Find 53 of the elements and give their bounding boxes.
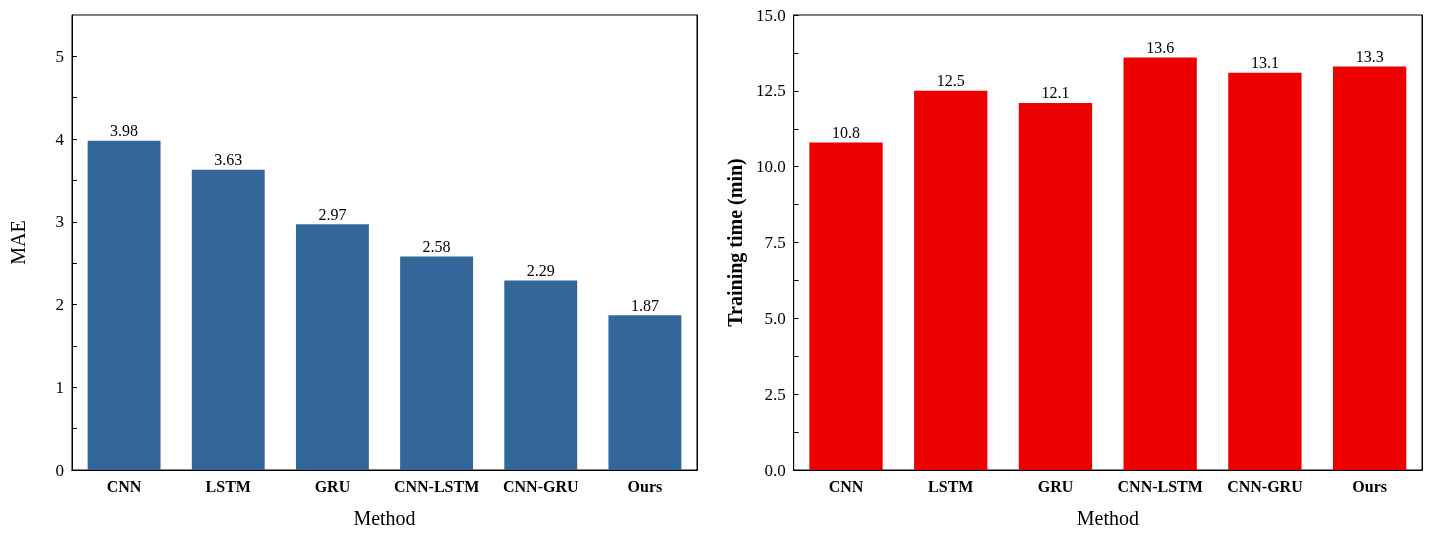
data-label: 3.98	[110, 122, 139, 140]
bar	[400, 256, 474, 470]
data-label: 3.63	[214, 151, 243, 169]
bar	[87, 140, 161, 470]
y-tick-label: 0	[55, 460, 64, 480]
bar	[504, 280, 578, 470]
x-tick-label: CNN	[828, 477, 864, 495]
x-tick-label: GRU	[1037, 477, 1074, 495]
y-tick-label: 3	[55, 212, 64, 232]
data-label: 13.1	[1250, 54, 1279, 72]
x-tick-label: GRU	[314, 477, 351, 495]
data-label: 12.1	[1041, 84, 1070, 102]
bar	[295, 224, 369, 470]
bar	[191, 169, 265, 470]
y-tick-label: 0.0	[764, 460, 786, 480]
data-label: 13.6	[1146, 38, 1175, 56]
y-axis-title: Training time (min)	[724, 158, 747, 327]
y-tick-label: 4	[55, 129, 65, 149]
x-axis-title: Method	[1076, 507, 1139, 529]
bar	[914, 90, 988, 470]
x-tick-label: CNN-GRU	[502, 477, 579, 495]
data-label: 10.8	[832, 123, 861, 141]
data-label: 1.87	[630, 296, 659, 314]
data-label: 2.29	[526, 262, 555, 280]
x-tick-label: LSTM	[205, 477, 251, 495]
y-tick-label: 5.0	[764, 308, 786, 328]
data-label: 12.5	[936, 72, 965, 90]
x-tick-label: LSTM	[928, 477, 974, 495]
y-tick-label: 2	[55, 295, 64, 315]
y-tick-label: 2.5	[764, 384, 786, 404]
bar	[1332, 66, 1407, 470]
bar	[1228, 72, 1302, 470]
y-tick-label: 7.5	[764, 233, 786, 252]
y-tick-label: 12.5	[755, 81, 786, 101]
bar	[809, 142, 883, 470]
data-label: 2.58	[422, 238, 451, 256]
y-tick-label: 1	[55, 377, 64, 397]
bar	[1123, 57, 1197, 470]
bar	[1018, 102, 1093, 470]
data-label: 2.97	[318, 205, 347, 223]
bar	[608, 315, 682, 470]
y-tick-label: 15.0	[755, 5, 786, 25]
y-axis-title: MAE	[7, 220, 29, 265]
x-tick-label: Ours	[627, 477, 663, 495]
x-tick-label: CNN-LSTM	[393, 477, 480, 495]
x-tick-label: CNN-GRU	[1227, 477, 1304, 495]
y-tick-label: 10.0	[755, 157, 786, 177]
x-tick-label: Ours	[1352, 477, 1387, 495]
y-tick-label: 5	[55, 46, 64, 66]
data-label: 13.3	[1355, 48, 1384, 66]
x-axis-title: Method	[353, 507, 416, 529]
x-tick-label: CNN	[106, 477, 142, 495]
x-tick-label: CNN-LSTM	[1117, 477, 1203, 495]
